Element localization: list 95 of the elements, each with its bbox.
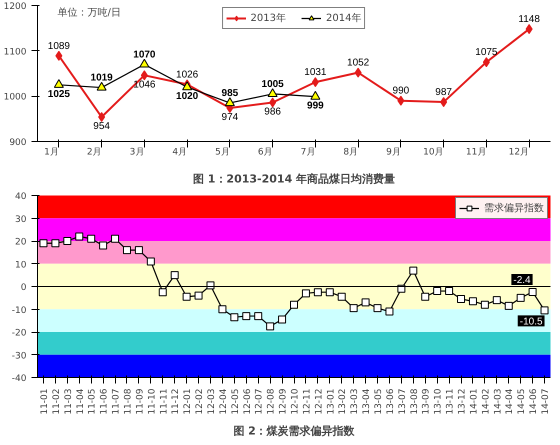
x-tick-label: 11-01 — [40, 388, 50, 415]
y-tick-label: 40 — [15, 192, 27, 202]
x-tick-label: 13-04 — [362, 388, 372, 415]
x-tick-label: 1月 — [44, 148, 59, 158]
x-tick-label: 14-02 — [481, 388, 492, 415]
x-tick-label: 11-09 — [135, 388, 146, 415]
x-tick-label: 12-01 — [183, 388, 194, 415]
x-tick-label: 7月 — [300, 148, 316, 158]
data-label: 1075 — [475, 47, 498, 58]
x-tick-label: 12-11 — [302, 388, 312, 415]
data-label: 1031 — [304, 67, 327, 78]
data-label: 1046 — [133, 79, 156, 90]
x-tick-label: 13-06 — [386, 388, 396, 415]
data-label: 1019 — [90, 72, 114, 84]
x-tick-label: 13-01 — [326, 388, 336, 415]
x-tick-label: 11-06 — [100, 388, 110, 415]
legend-label: 2013年 — [250, 12, 286, 25]
data-label: 1089 — [48, 40, 70, 52]
data-label: -2.4 — [513, 274, 532, 286]
x-tick-label: 8月 — [343, 148, 358, 158]
x-tick-label: 13-02 — [338, 388, 348, 415]
x-tick-label: 13-12 — [458, 388, 468, 415]
x-tick-label: 14-03 — [493, 388, 504, 415]
data-label: 990 — [392, 86, 410, 97]
data-label: 985 — [222, 88, 239, 99]
y-tick-label: 10 — [15, 260, 27, 270]
legend-label: 需求偏异指数 — [484, 202, 544, 215]
data-label: 1020 — [176, 91, 199, 102]
data-label: 1026 — [176, 69, 199, 80]
data-label: 1005 — [262, 78, 284, 90]
y-tick-label: 20 — [15, 238, 27, 248]
x-tick-label: 12-08 — [266, 388, 277, 415]
y-tick-label: 0 — [20, 283, 27, 293]
x-tick-label: 13-09 — [422, 388, 432, 415]
x-tick-label: 12-07 — [254, 388, 265, 415]
x-tick-label: 14-07 — [541, 388, 552, 415]
data-label: 1052 — [347, 58, 370, 69]
x-tick-label: 11-12 — [171, 388, 182, 415]
x-tick-label: 12-10 — [290, 388, 300, 415]
legend-label: 2014年 — [326, 12, 362, 25]
data-label: 954 — [93, 121, 110, 132]
x-tick-label: 12-03 — [206, 388, 217, 415]
x-tick-label: 12-02 — [195, 388, 206, 415]
x-tick-label: 13-10 — [434, 388, 444, 415]
x-tick-label: 12月 — [508, 148, 530, 158]
x-tick-label: 10月 — [423, 148, 444, 158]
text: 图 1：2013-2014 年商品煤日均消费量 — [192, 172, 396, 186]
data-label: 1025 — [48, 88, 70, 100]
data-label: 974 — [222, 112, 239, 123]
x-tick-label: 13-03 — [350, 388, 360, 415]
y-tick-label: -20 — [12, 328, 27, 338]
x-tick-label: 11-03 — [64, 388, 74, 415]
x-tick-label: 14-05 — [517, 388, 528, 415]
x-tick-label: 11-07 — [112, 388, 122, 415]
x-tick-label: 13-11 — [446, 388, 456, 415]
data-label: -10.5 — [520, 316, 543, 328]
data-label: 1070 — [133, 49, 156, 60]
y-tick-label: 1000 — [4, 92, 27, 103]
x-tick-label: 14-04 — [505, 388, 516, 415]
x-tick-label: 6月 — [258, 148, 273, 158]
x-tick-label: 2月 — [86, 148, 102, 158]
y-tick-label: 1200 — [4, 2, 27, 12]
x-tick-label: 4月 — [172, 148, 188, 158]
x-tick-label: 11-04 — [76, 388, 86, 415]
text: 图 2：煤炭需求偏异指数 — [233, 424, 356, 438]
data-label: 987 — [435, 87, 452, 98]
x-tick-label: 11-08 — [123, 388, 134, 415]
x-tick-label: 11-05 — [88, 388, 98, 415]
data-label: 986 — [264, 106, 282, 118]
data-label: 1148 — [518, 14, 540, 26]
x-tick-label: 12-09 — [278, 388, 289, 415]
x-tick-label: 13-05 — [374, 388, 384, 415]
x-tick-label: 3月 — [130, 148, 144, 158]
x-tick-label: 13-07 — [398, 388, 408, 415]
x-tick-label: 14-01 — [469, 388, 480, 415]
annotation: 单位：万吨/日 — [58, 6, 121, 18]
y-tick-label: -40 — [12, 374, 27, 384]
x-tick-label: 14-06 — [529, 388, 540, 415]
y-tick-label: 900 — [9, 138, 27, 148]
x-tick-label: 11月 — [466, 148, 486, 158]
x-tick-label: 12-12 — [314, 388, 324, 415]
x-tick-label: 11-02 — [52, 388, 62, 415]
y-tick-label: -10 — [12, 306, 27, 316]
x-tick-label: 11-11 — [159, 388, 170, 415]
x-tick-label: 12-04 — [218, 388, 229, 415]
data-label: 999 — [307, 100, 324, 112]
x-tick-label: 12-06 — [242, 388, 253, 415]
x-tick-label: 9月 — [386, 148, 401, 158]
y-tick-label: 1100 — [4, 47, 27, 58]
y-tick-label: -30 — [12, 351, 27, 362]
y-tick-label: 30 — [15, 214, 27, 225]
x-tick-label: 11-10 — [147, 388, 158, 415]
x-tick-label: 13-08 — [410, 388, 420, 415]
x-tick-label: 12-05 — [230, 388, 241, 415]
x-tick-label: 5月 — [215, 148, 230, 158]
